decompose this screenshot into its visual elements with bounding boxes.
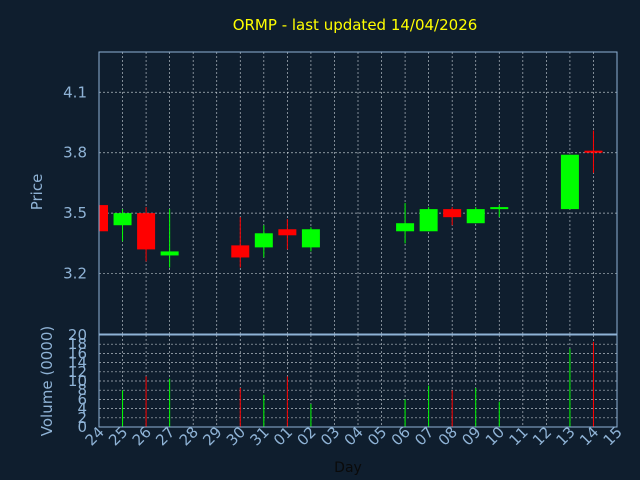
price-tick-label: 3.5 — [63, 204, 87, 222]
candle-body — [301, 229, 320, 248]
volume-tick-label: 8 — [77, 381, 87, 399]
candle-body — [466, 209, 485, 224]
candle-body — [490, 207, 509, 210]
candle-body — [584, 150, 603, 153]
candle-07 — [419, 207, 438, 232]
candle-body — [560, 154, 579, 210]
candle-26 — [137, 207, 156, 262]
volume-tick-label: 14 — [68, 354, 87, 372]
candle-body — [137, 213, 156, 250]
candle-24 — [98, 205, 108, 232]
volume-tick-label: 2 — [77, 409, 87, 427]
candle-body — [254, 233, 273, 248]
candle-body — [113, 213, 132, 226]
candle-body — [278, 229, 297, 236]
volume-tick-label: 12 — [68, 363, 87, 381]
chart-title: ORMP - last updated 14/04/2026 — [233, 16, 478, 34]
volume-tick-label: 20 — [68, 326, 87, 344]
candle-02 — [301, 227, 320, 252]
volume-frame — [98, 334, 618, 428]
candle-25 — [113, 209, 132, 242]
candle-body — [419, 209, 438, 232]
candle-10 — [490, 205, 509, 218]
candle-body — [443, 209, 462, 218]
price-frame — [98, 51, 618, 335]
candle-09 — [466, 207, 485, 224]
candle-08 — [443, 207, 462, 226]
candle-body — [99, 205, 108, 232]
candle-13 — [560, 154, 579, 210]
price-tick-label: 3.2 — [63, 265, 87, 283]
x-axis: 2425262728293031010203040506070809101112… — [82, 423, 626, 449]
volume-tick-label: 10 — [68, 372, 87, 390]
price-panel: 3.2 3.5 3.8 4.1 — [63, 51, 618, 335]
candle-body — [231, 245, 250, 258]
price-tick-label: 4.1 — [63, 83, 87, 101]
volume-tick-label: 18 — [68, 335, 87, 353]
candle-14 — [584, 130, 603, 173]
price-axis-label: Price — [28, 174, 46, 211]
candle-body — [160, 251, 179, 256]
candle-06 — [396, 203, 415, 244]
price-tick-label: 3.8 — [63, 144, 87, 162]
candle-31 — [254, 225, 273, 258]
candle-27 — [160, 209, 179, 268]
volume-tick-label: 6 — [77, 390, 87, 408]
candle-01 — [278, 219, 297, 250]
volume-tick-label: 4 — [77, 400, 87, 418]
candle-body — [396, 223, 415, 232]
x-axis-label: Day — [334, 460, 362, 476]
volume-tick-label: 0 — [77, 418, 87, 436]
volume-axis-label: Volume (0000) — [38, 326, 56, 436]
candle-30 — [231, 217, 250, 268]
volume-tick-label: 16 — [68, 344, 87, 362]
